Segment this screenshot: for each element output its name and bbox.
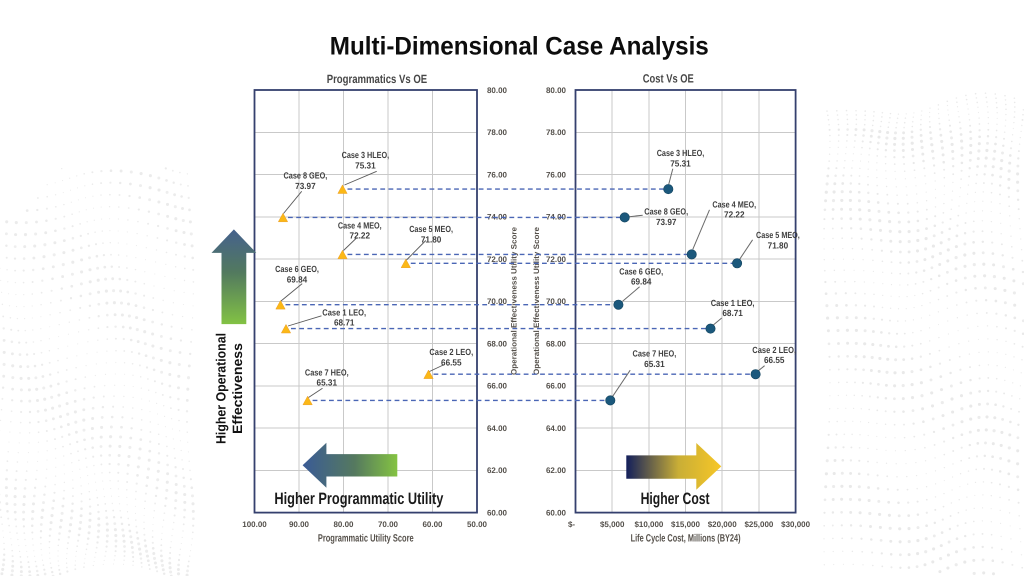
svg-text:Life Cycle Cost, Millions (BY2: Life Cycle Cost, Millions (BY24)	[631, 532, 741, 544]
svg-text:Case 5 MEO,: Case 5 MEO,	[409, 224, 453, 234]
svg-text:80.00: 80.00	[487, 86, 508, 95]
svg-text:Case 4 MEO,: Case 4 MEO,	[712, 199, 756, 209]
svg-text:Case 1 LEO,: Case 1 LEO,	[322, 307, 366, 317]
svg-text:70.00: 70.00	[378, 520, 399, 529]
svg-text:Case 3 HLEO,: Case 3 HLEO,	[342, 150, 390, 160]
svg-text:Case 8 GEO,: Case 8 GEO,	[644, 207, 688, 217]
svg-text:73.97: 73.97	[295, 181, 316, 191]
svg-text:75.31: 75.31	[355, 161, 376, 171]
svg-text:71.80: 71.80	[421, 234, 442, 244]
svg-text:73.97: 73.97	[656, 217, 677, 227]
svg-text:66.55: 66.55	[441, 357, 462, 367]
svg-text:78.00: 78.00	[487, 128, 508, 137]
svg-text:Programmatics Vs OE: Programmatics Vs OE	[327, 72, 428, 86]
svg-text:Case 8 GEO,: Case 8 GEO,	[284, 171, 328, 181]
svg-text:74.00: 74.00	[546, 213, 567, 222]
svg-text:50.00: 50.00	[467, 520, 488, 529]
svg-text:60.00: 60.00	[487, 509, 508, 518]
svg-text:90.00: 90.00	[289, 520, 310, 529]
svg-text:68.71: 68.71	[722, 308, 743, 318]
svg-text:80.00: 80.00	[546, 86, 567, 95]
svg-text:66.00: 66.00	[546, 382, 567, 391]
svg-text:76.00: 76.00	[546, 170, 567, 179]
svg-text:66.55: 66.55	[764, 355, 785, 365]
svg-text:62.00: 62.00	[546, 466, 567, 475]
svg-text:75.31: 75.31	[670, 158, 691, 168]
svg-text:$25,000: $25,000	[744, 520, 773, 529]
svg-text:$15,000: $15,000	[671, 520, 700, 529]
svg-text:Higher Programmatic Utility: Higher Programmatic Utility	[274, 490, 444, 508]
svg-text:$-: $-	[568, 520, 575, 529]
svg-text:64.00: 64.00	[487, 424, 508, 433]
svg-text:Higher Cost: Higher Cost	[641, 490, 710, 508]
svg-text:Operational Effectiveness Util: Operational Effectiveness Utility Score	[532, 226, 541, 375]
svg-text:72.00: 72.00	[487, 255, 508, 264]
svg-text:Case 6 GEO,: Case 6 GEO,	[275, 264, 319, 274]
svg-text:100.00: 100.00	[242, 520, 267, 529]
svg-text:Operational Effectiveness Util: Operational Effectiveness Utility Score	[510, 226, 519, 375]
svg-text:$10,000: $10,000	[634, 520, 663, 529]
svg-text:Case 5 MEO,: Case 5 MEO,	[756, 230, 800, 240]
svg-text:60.00: 60.00	[546, 509, 567, 518]
svg-text:Multi-Dimensional Case Analysi: Multi-Dimensional Case Analysis	[330, 32, 709, 60]
svg-text:76.00: 76.00	[487, 170, 508, 179]
svg-text:Higher Operational: Higher Operational	[214, 333, 229, 444]
svg-text:Case 1 LEO,: Case 1 LEO,	[711, 298, 755, 308]
svg-text:$20,000: $20,000	[708, 520, 737, 529]
svg-text:72.22: 72.22	[350, 231, 371, 241]
svg-text:60.00: 60.00	[422, 520, 443, 529]
svg-text:62.00: 62.00	[487, 466, 508, 475]
svg-text:66.00: 66.00	[487, 382, 508, 391]
svg-text:$5,000: $5,000	[600, 520, 625, 529]
svg-text:69.84: 69.84	[631, 277, 652, 287]
svg-text:68.71: 68.71	[334, 318, 355, 328]
svg-text:Case 4 MEO,: Case 4 MEO,	[338, 220, 382, 230]
svg-text:Effectiveness: Effectiveness	[230, 343, 245, 434]
svg-text:Case 7 HEO,: Case 7 HEO,	[305, 367, 349, 377]
svg-text:68.00: 68.00	[487, 340, 508, 349]
svg-text:64.00: 64.00	[546, 424, 567, 433]
svg-text:72.00: 72.00	[546, 255, 567, 264]
svg-text:Case 3 HLEO,: Case 3 HLEO,	[657, 148, 705, 158]
svg-text:65.31: 65.31	[644, 359, 665, 369]
svg-text:Case 7 HEO,: Case 7 HEO,	[633, 349, 677, 359]
svg-text:72.22: 72.22	[724, 210, 745, 220]
svg-text:71.80: 71.80	[768, 241, 789, 251]
svg-text:Case 2 LEO,: Case 2 LEO,	[429, 347, 473, 357]
svg-text:Case 2 LEO,: Case 2 LEO,	[752, 345, 796, 355]
svg-text:80.00: 80.00	[333, 520, 354, 529]
svg-text:69.84: 69.84	[287, 274, 308, 284]
svg-text:68.00: 68.00	[546, 340, 567, 349]
svg-text:Programmatic Utility Score: Programmatic Utility Score	[318, 532, 414, 544]
svg-text:65.31: 65.31	[317, 378, 338, 388]
svg-text:$30,000: $30,000	[781, 520, 810, 529]
svg-text:78.00: 78.00	[546, 128, 567, 137]
svg-text:Cost Vs OE: Cost Vs OE	[643, 72, 694, 86]
svg-text:70.00: 70.00	[487, 297, 508, 306]
svg-text:Case 6 GEO,: Case 6 GEO,	[619, 266, 663, 276]
